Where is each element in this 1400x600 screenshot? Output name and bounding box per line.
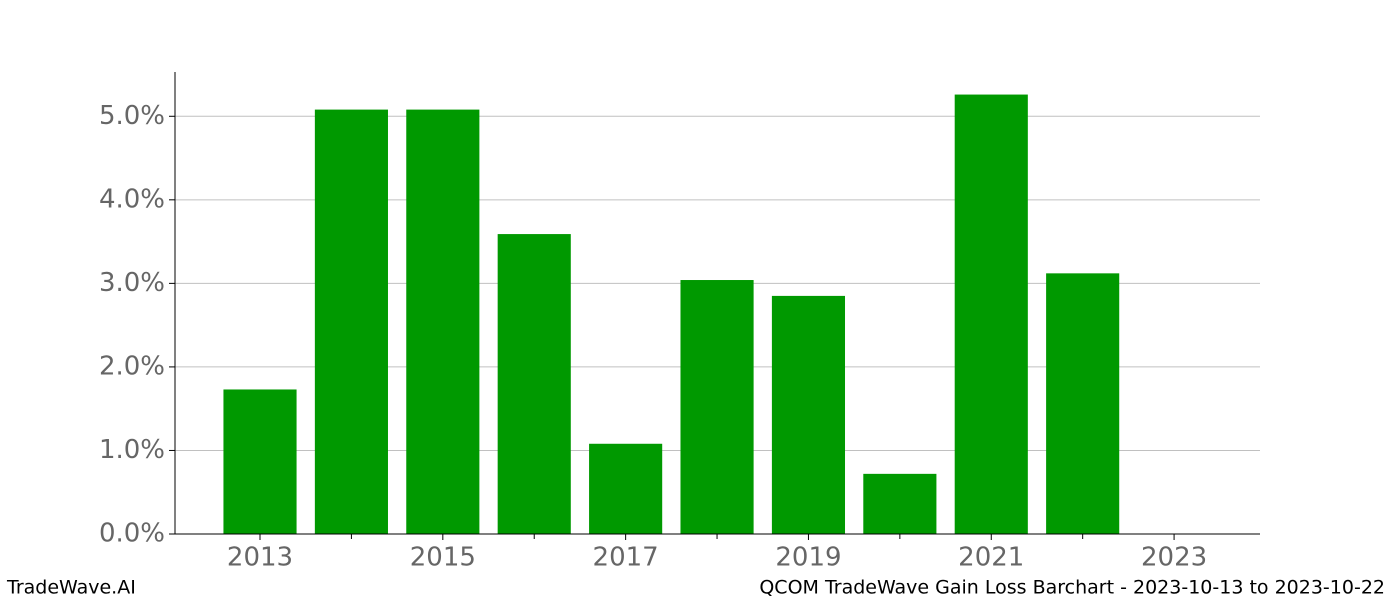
y-tick-label: 2.0% [99, 351, 165, 381]
x-tick-label: 2023 [1141, 543, 1207, 573]
bar [589, 443, 663, 534]
bar [223, 389, 297, 534]
x-tick-label: 2015 [410, 543, 476, 573]
y-tick-label: 1.0% [99, 435, 165, 465]
bar [406, 109, 480, 534]
bar [1046, 273, 1120, 534]
bar [680, 280, 754, 534]
bar [497, 234, 571, 535]
x-tick-label: 2013 [227, 543, 293, 573]
y-tick-label: 0.0% [99, 519, 165, 549]
bar [863, 473, 937, 534]
bar [771, 295, 846, 534]
watermark: TradeWave.AI [6, 577, 136, 599]
y-tick-label: 4.0% [99, 184, 165, 214]
x-tick-label: 2021 [958, 543, 1024, 573]
bar [314, 109, 388, 534]
y-tick-label: 3.0% [99, 268, 165, 298]
x-tick-label: 2019 [775, 543, 841, 573]
x-tick-label: 2017 [593, 543, 659, 573]
y-tick-label: 5.0% [99, 101, 165, 131]
bar [954, 94, 1028, 535]
chart-title: QCOM TradeWave Gain Loss Barchart - 2023… [759, 577, 1385, 599]
